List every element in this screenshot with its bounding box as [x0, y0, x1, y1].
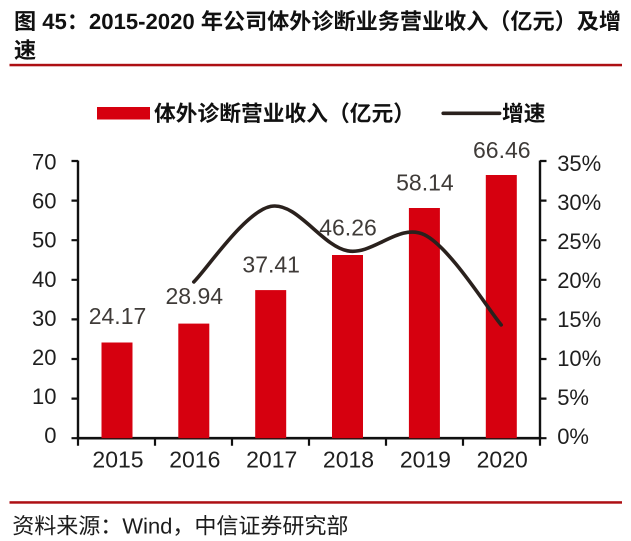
svg-text:35%: 35%: [557, 151, 601, 176]
svg-text:25%: 25%: [557, 229, 601, 254]
svg-text:20: 20: [32, 345, 56, 370]
svg-text:37.41: 37.41: [242, 251, 300, 277]
svg-text:58.14: 58.14: [396, 169, 454, 195]
svg-text:28.94: 28.94: [166, 283, 224, 309]
svg-text:2017: 2017: [246, 447, 297, 473]
svg-text:0: 0: [44, 423, 56, 448]
svg-text:5%: 5%: [557, 385, 589, 410]
svg-text:30%: 30%: [557, 190, 601, 215]
svg-text:70: 70: [32, 150, 56, 175]
svg-text:10%: 10%: [557, 346, 601, 371]
svg-text:40: 40: [32, 267, 56, 292]
svg-text:46.26: 46.26: [319, 214, 377, 240]
svg-text:2018: 2018: [323, 447, 374, 473]
svg-text:60: 60: [32, 189, 56, 214]
svg-text:2020: 2020: [477, 447, 528, 473]
svg-text:0%: 0%: [557, 424, 589, 449]
svg-text:2019: 2019: [400, 447, 451, 473]
svg-text:2015: 2015: [92, 447, 143, 473]
svg-text:10: 10: [32, 384, 56, 409]
svg-text:15%: 15%: [557, 307, 601, 332]
svg-text:2016: 2016: [169, 447, 220, 473]
svg-text:20%: 20%: [557, 268, 601, 293]
svg-text:30: 30: [32, 306, 56, 331]
svg-text:24.17: 24.17: [89, 303, 147, 329]
svg-text:50: 50: [32, 228, 56, 253]
svg-text:66.46: 66.46: [473, 137, 531, 163]
